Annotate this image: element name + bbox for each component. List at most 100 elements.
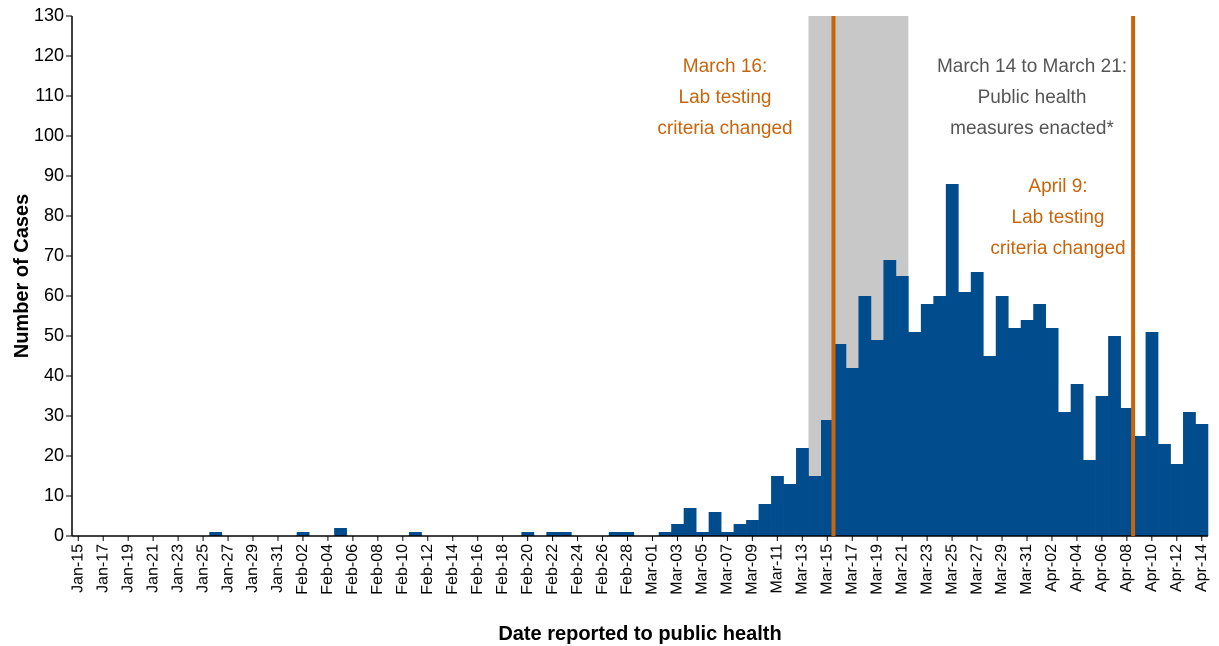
x-tick-label: Mar-25 — [943, 544, 960, 595]
bar — [983, 356, 997, 536]
bar — [808, 476, 822, 536]
annotation: Lab testing — [679, 87, 772, 108]
bar — [658, 532, 672, 536]
bar — [920, 304, 934, 536]
bar — [521, 532, 535, 536]
x-tick-label: Jan-25 — [194, 544, 211, 593]
bar — [845, 368, 859, 536]
bar — [546, 532, 560, 536]
y-tick-label: 80 — [44, 205, 64, 225]
bar — [1083, 460, 1096, 536]
bar — [683, 508, 697, 536]
x-axis-title: Date reported to public health — [498, 623, 781, 645]
annotation: April 9: — [1028, 176, 1087, 197]
x-tick-label: Mar-19 — [868, 544, 885, 595]
x-tick-label: Feb-28 — [619, 544, 636, 595]
bar — [708, 512, 722, 536]
bar — [783, 484, 797, 536]
x-tick-label: Mar-07 — [719, 544, 736, 595]
bar — [1120, 408, 1134, 536]
x-tick-label: Feb-16 — [469, 544, 486, 595]
x-tick-label: Feb-02 — [294, 544, 311, 595]
x-tick-label: Feb-24 — [569, 544, 586, 595]
x-tick-label: Mar-29 — [993, 544, 1010, 595]
bar — [1108, 336, 1121, 536]
bar — [796, 448, 809, 536]
bar — [334, 528, 347, 536]
bar — [621, 532, 635, 536]
annotation: measures enacted* — [950, 118, 1114, 139]
x-tick-label: Feb-14 — [444, 544, 461, 595]
x-tick-label: Jan-31 — [269, 544, 286, 593]
x-tick-label: Apr-10 — [1143, 544, 1160, 592]
x-tick-label: Mar-15 — [818, 544, 835, 595]
bar — [721, 532, 734, 536]
x-tick-label: Jan-21 — [144, 544, 161, 593]
bar — [895, 276, 909, 536]
x-tick-label: Jan-15 — [69, 544, 86, 593]
bar — [883, 260, 897, 536]
bar — [409, 532, 422, 536]
x-tick-label: Mar-09 — [744, 544, 761, 595]
x-tick-label: Mar-13 — [794, 544, 811, 595]
bar — [1183, 412, 1196, 536]
bar — [296, 532, 310, 536]
y-tick-label: 20 — [44, 445, 64, 465]
x-tick-label: Jan-17 — [94, 544, 111, 593]
bar — [933, 296, 947, 536]
bar — [908, 332, 922, 536]
x-tick-label: Feb-22 — [544, 544, 561, 595]
y-tick-label: 60 — [44, 285, 64, 305]
x-tick-label: Feb-04 — [319, 544, 336, 595]
x-tick-label: Apr-06 — [1093, 544, 1110, 592]
x-tick-label: Mar-23 — [918, 544, 935, 595]
x-tick-label: Apr-08 — [1118, 544, 1135, 592]
x-tick-label: Mar-21 — [893, 544, 910, 595]
annotation: March 14 to March 21: — [937, 56, 1127, 77]
bar — [671, 524, 684, 536]
x-tick-label: Apr-02 — [1043, 544, 1060, 592]
bar — [945, 184, 959, 536]
bar — [1020, 320, 1034, 536]
y-tick-label: 100 — [34, 125, 64, 145]
y-axis-title: Number of Cases — [11, 194, 33, 359]
annotation: Lab testing — [1012, 207, 1105, 228]
x-tick-label: Apr-04 — [1068, 544, 1085, 592]
x-tick-label: Mar-17 — [843, 544, 860, 595]
bar — [1158, 444, 1171, 536]
bar — [1008, 328, 1022, 536]
bar — [1145, 332, 1159, 536]
x-tick-label: Mar-27 — [968, 544, 985, 595]
x-tick-label: Feb-18 — [494, 544, 511, 595]
bar — [995, 296, 1009, 536]
bar — [558, 532, 572, 536]
bar — [608, 532, 622, 536]
x-tick-label: Feb-08 — [369, 544, 386, 595]
bar — [1058, 412, 1071, 536]
bar — [771, 476, 784, 536]
y-tick-label: 110 — [35, 85, 64, 105]
bar — [1070, 384, 1084, 536]
bar — [696, 532, 709, 536]
bar — [970, 272, 984, 536]
y-tick-label: 90 — [44, 165, 64, 185]
bar — [733, 524, 747, 536]
x-tick-label: Feb-20 — [519, 544, 536, 595]
y-tick-label: 30 — [44, 405, 64, 425]
bar — [1033, 304, 1047, 536]
bar — [858, 296, 872, 536]
annotation: March 16: — [683, 56, 767, 77]
x-tick-label: Apr-14 — [1193, 544, 1210, 592]
x-tick-label: Feb-26 — [594, 544, 611, 595]
bar — [1133, 436, 1146, 536]
y-tick-label: 120 — [34, 45, 64, 65]
annotation: Public health — [978, 87, 1087, 108]
y-tick-label: 10 — [44, 485, 64, 505]
x-tick-label: Mar-11 — [769, 544, 786, 594]
x-tick-label: Apr-12 — [1168, 544, 1185, 592]
annotation: criteria changed — [990, 238, 1125, 259]
bar — [833, 344, 847, 536]
x-tick-label: Jan-23 — [169, 544, 186, 593]
bar — [1045, 328, 1059, 536]
